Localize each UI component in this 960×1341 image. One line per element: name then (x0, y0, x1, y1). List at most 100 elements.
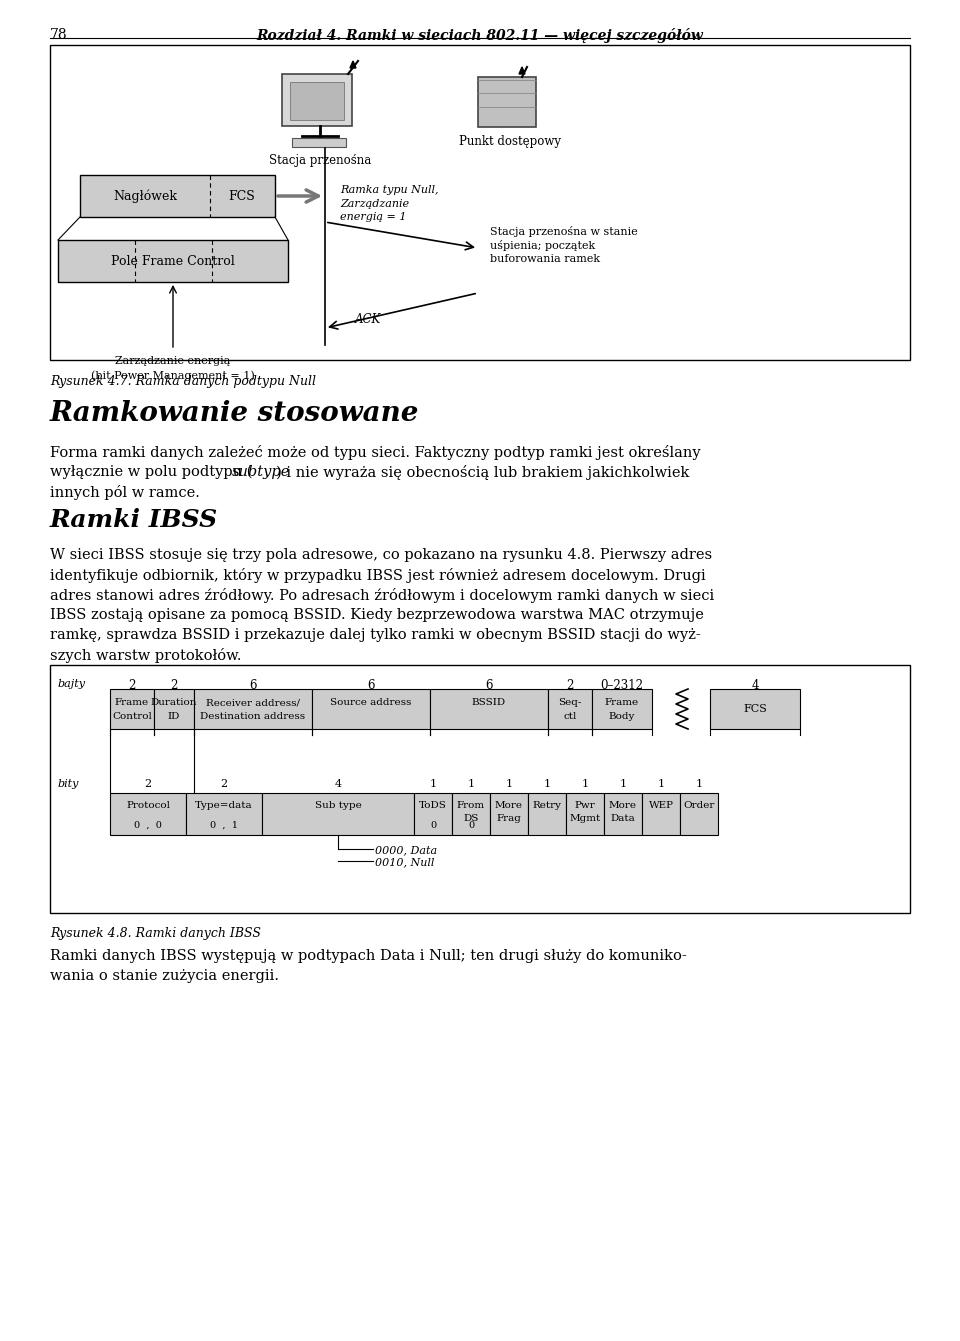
Text: Frame: Frame (115, 699, 149, 707)
FancyBboxPatch shape (414, 793, 452, 835)
FancyBboxPatch shape (110, 689, 154, 730)
Text: 0  ,  1: 0 , 1 (210, 821, 238, 830)
Text: Zarządzanie: Zarządzanie (340, 198, 409, 209)
Text: Seq-: Seq- (559, 699, 582, 707)
Text: 1: 1 (468, 779, 474, 789)
Text: bajty: bajty (58, 679, 86, 689)
Text: 2: 2 (144, 779, 152, 789)
FancyBboxPatch shape (194, 689, 312, 730)
Text: Ramki danych IBSS występują w podtypach Data i Null; ten drugi służy do komuniko: Ramki danych IBSS występują w podtypach … (50, 949, 686, 963)
Text: identyfikuje odbiornik, który w przypadku IBSS jest również adresem docelowym. D: identyfikuje odbiornik, który w przypadk… (50, 569, 706, 583)
Text: 1: 1 (695, 779, 703, 789)
FancyBboxPatch shape (452, 793, 490, 835)
FancyBboxPatch shape (154, 689, 194, 730)
Text: 4: 4 (334, 779, 342, 789)
Text: 1: 1 (658, 779, 664, 789)
FancyBboxPatch shape (290, 82, 344, 119)
Text: adres stanowi adres źródłowy. Po adresach źródłowym i docelowym ramki danych w s: adres stanowi adres źródłowy. Po adresac… (50, 587, 714, 603)
Text: 1: 1 (543, 779, 551, 789)
Text: ctl: ctl (564, 712, 577, 721)
Text: IBSS zostają opisane za pomocą BSSID. Kiedy bezprzewodowa warstwa MAC otrzymuje: IBSS zostają opisane za pomocą BSSID. Ki… (50, 607, 704, 622)
Text: ID: ID (168, 712, 180, 721)
FancyBboxPatch shape (430, 689, 548, 730)
Polygon shape (350, 60, 356, 68)
Text: FCS: FCS (743, 704, 767, 713)
FancyBboxPatch shape (292, 138, 346, 148)
Text: 2: 2 (129, 679, 135, 692)
Text: Mgmt: Mgmt (569, 814, 601, 823)
Text: Pole Frame Control: Pole Frame Control (111, 255, 235, 267)
Text: (bit Power Management = 1): (bit Power Management = 1) (91, 370, 254, 381)
Text: 4: 4 (752, 679, 758, 692)
Text: 6: 6 (250, 679, 256, 692)
FancyBboxPatch shape (262, 793, 414, 835)
FancyBboxPatch shape (478, 76, 536, 127)
Text: 0: 0 (430, 821, 436, 830)
Text: Pwr: Pwr (575, 801, 595, 810)
Text: Retry: Retry (533, 801, 562, 810)
Text: Rozdział 4. Ramki w sieciach 802.11 — więcej szczegółów: Rozdział 4. Ramki w sieciach 802.11 — wi… (256, 28, 704, 43)
Text: 6: 6 (368, 679, 374, 692)
Text: DS: DS (464, 814, 479, 823)
FancyBboxPatch shape (528, 793, 566, 835)
FancyBboxPatch shape (566, 793, 604, 835)
Text: 0–2312: 0–2312 (601, 679, 643, 692)
Text: ToDS: ToDS (420, 801, 447, 810)
Text: Order: Order (684, 801, 714, 810)
Text: ACK: ACK (355, 312, 381, 326)
Text: Frag: Frag (496, 814, 521, 823)
Text: 0  ,  0: 0 , 0 (134, 821, 162, 830)
Text: Nagłówek: Nagłówek (113, 189, 177, 202)
Text: ) i nie wyraża się obecnością lub brakiem jakichkolwiek: ) i nie wyraża się obecnością lub brakie… (276, 465, 689, 480)
FancyBboxPatch shape (642, 793, 680, 835)
Text: More: More (609, 801, 637, 810)
Text: szych warstw protokołów.: szych warstw protokołów. (50, 648, 242, 662)
Text: Stacja przenośna: Stacja przenośna (269, 154, 372, 168)
Text: Body: Body (609, 712, 636, 721)
Text: ramkę, sprawdza BSSID i przekazuje dalej tylko ramki w obecnym BSSID stacji do w: ramkę, sprawdza BSSID i przekazuje dalej… (50, 628, 701, 642)
Text: 2: 2 (170, 679, 178, 692)
FancyBboxPatch shape (282, 74, 352, 126)
Text: subtype: subtype (232, 465, 290, 479)
Text: bity: bity (58, 779, 80, 789)
Polygon shape (519, 67, 525, 74)
Text: Ramkowanie stosowane: Ramkowanie stosowane (50, 400, 420, 426)
Text: From: From (457, 801, 485, 810)
Text: Stacja przenośna w stanie: Stacja przenośna w stanie (490, 227, 637, 237)
FancyBboxPatch shape (312, 689, 430, 730)
FancyBboxPatch shape (50, 665, 910, 913)
Text: Control: Control (112, 712, 152, 721)
Text: 1: 1 (619, 779, 627, 789)
Text: 0: 0 (468, 821, 474, 830)
FancyBboxPatch shape (592, 689, 652, 730)
Text: Sub type: Sub type (315, 801, 361, 810)
Text: wania o stanie zużycia energii.: wania o stanie zużycia energii. (50, 970, 279, 983)
Text: Zarządzanie energią: Zarządzanie energią (115, 355, 230, 366)
FancyBboxPatch shape (80, 174, 275, 217)
Text: Destination address: Destination address (201, 712, 305, 721)
FancyBboxPatch shape (490, 793, 528, 835)
Text: Protocol: Protocol (126, 801, 170, 810)
Text: 1: 1 (429, 779, 437, 789)
Text: 78: 78 (50, 28, 67, 42)
FancyBboxPatch shape (604, 793, 642, 835)
Text: 1: 1 (505, 779, 513, 789)
Text: 1: 1 (582, 779, 588, 789)
Text: BSSID: BSSID (472, 699, 506, 707)
FancyBboxPatch shape (548, 689, 592, 730)
Text: W sieci IBSS stosuje się trzy pola adresowe, co pokazano na rysunku 4.8. Pierwsz: W sieci IBSS stosuje się trzy pola adres… (50, 548, 712, 562)
FancyBboxPatch shape (58, 240, 288, 282)
Text: Source address: Source address (330, 699, 412, 707)
Text: 2: 2 (566, 679, 574, 692)
Text: 2: 2 (221, 779, 228, 789)
Text: Forma ramki danych zależeć może od typu sieci. Faktyczny podtyp ramki jest okreś: Forma ramki danych zależeć może od typu … (50, 445, 701, 460)
Text: Punkt dostępowy: Punkt dostępowy (459, 135, 561, 148)
Text: 6: 6 (485, 679, 492, 692)
Text: energią = 1: energią = 1 (340, 212, 406, 223)
Text: wyłącznie w polu podtypu (: wyłącznie w polu podtypu ( (50, 465, 252, 479)
Text: Type=data: Type=data (195, 801, 252, 810)
Text: Rysunek 4.7. Ramka danych podtypu Null: Rysunek 4.7. Ramka danych podtypu Null (50, 375, 316, 388)
Text: Receiver address/: Receiver address/ (206, 699, 300, 707)
FancyBboxPatch shape (710, 689, 800, 730)
Text: buforowania ramek: buforowania ramek (490, 253, 600, 264)
